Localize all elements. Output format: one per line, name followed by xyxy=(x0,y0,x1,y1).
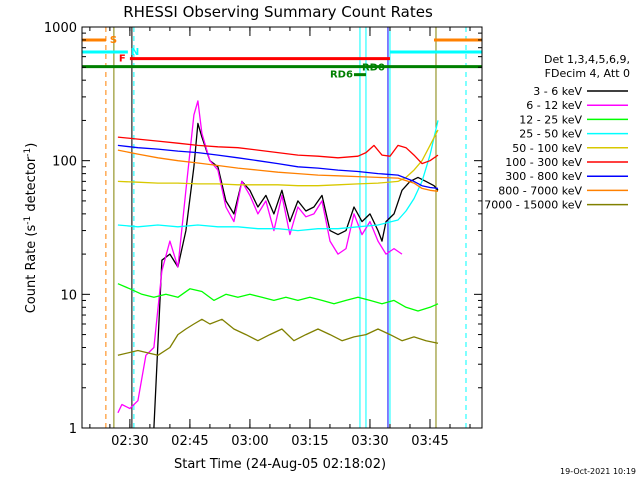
plot-frame xyxy=(81,26,483,429)
legend-label-6: 300 - 800 keV xyxy=(505,170,582,183)
flag-label-0: S xyxy=(110,35,117,46)
legend: Det 1,3,4,5,6,9, FDecim 4, Att 0 3 - 6 k… xyxy=(484,53,630,212)
x-axis-label: Start Time (24-Aug-05 02:18:02) xyxy=(174,457,386,472)
chart-title: RHESSI Observing Summary Count Rates xyxy=(123,3,433,21)
y-axis-label-sup1: -1 xyxy=(23,216,33,225)
y-axis-label-mid: detector xyxy=(24,156,39,216)
x-axis: 02:30 02:45 03:00 03:15 03:30 03:45 xyxy=(89,27,471,449)
series-line-3 xyxy=(117,120,439,232)
flag-label-2: F xyxy=(119,54,126,65)
x-tick-label-5: 03:45 xyxy=(411,434,448,449)
flag-label-4: RD6 xyxy=(330,70,353,81)
legend-label-5: 100 - 300 keV xyxy=(505,156,582,169)
x-tick-label-2: 03:00 xyxy=(231,434,268,449)
y-tick-label-1: 10 xyxy=(60,288,77,303)
flag-labels: S NF RD0 RD6 xyxy=(110,35,385,81)
series-line-6 xyxy=(117,144,439,190)
legend-label-0: 3 - 6 keV xyxy=(533,85,582,98)
legend-label-7: 800 - 7000 keV xyxy=(498,184,582,197)
series-line-2 xyxy=(117,283,439,312)
y-tick-label-3: 1000 xyxy=(44,21,77,36)
series-line-7 xyxy=(117,149,439,192)
y-axis-label-main: Count Rate (s xyxy=(24,225,39,314)
plot-inner xyxy=(82,27,482,428)
series-line-1 xyxy=(117,100,403,414)
series-line-4 xyxy=(117,129,439,187)
render-timestamp: 19-Oct-2021 10:19 xyxy=(560,467,636,476)
series-line-8 xyxy=(117,318,439,356)
legend-label-1: 6 - 12 keV xyxy=(526,99,582,112)
legend-label-4: 50 - 100 keV xyxy=(512,142,582,155)
series-line-0 xyxy=(153,122,439,428)
y-axis-label-sup2: -1 xyxy=(23,148,33,157)
legend-header-line-2: FDecim 4, Att 0 xyxy=(545,67,630,80)
y-axis-label-end: ) xyxy=(24,143,39,148)
legend-header-line-1: Det 1,3,4,5,6,9, xyxy=(544,53,630,66)
x-tick-label-1: 02:45 xyxy=(171,434,208,449)
y-tick-label-2: 100 xyxy=(52,155,77,170)
legend-label-2: 12 - 25 keV xyxy=(519,113,582,126)
flag-label-3: RD0 xyxy=(362,63,385,74)
legend-label-8: 7000 - 15000 keV xyxy=(484,199,582,212)
x-tick-label-0: 02:30 xyxy=(111,434,148,449)
y-axis-label: Count Rate (s-1 detector-1) xyxy=(23,143,39,314)
x-tick-label-3: 03:15 xyxy=(291,434,328,449)
y-axis: 1 10 100 1000 xyxy=(44,21,482,437)
x-tick-label-4: 03:30 xyxy=(351,434,388,449)
plot-area: S NF RD0 RD6 xyxy=(82,27,482,428)
legend-label-3: 25 - 50 keV xyxy=(519,128,582,141)
flag-label-1: N xyxy=(131,47,139,58)
y-tick-label-0: 1 xyxy=(69,422,77,437)
series-line-5 xyxy=(117,136,439,165)
